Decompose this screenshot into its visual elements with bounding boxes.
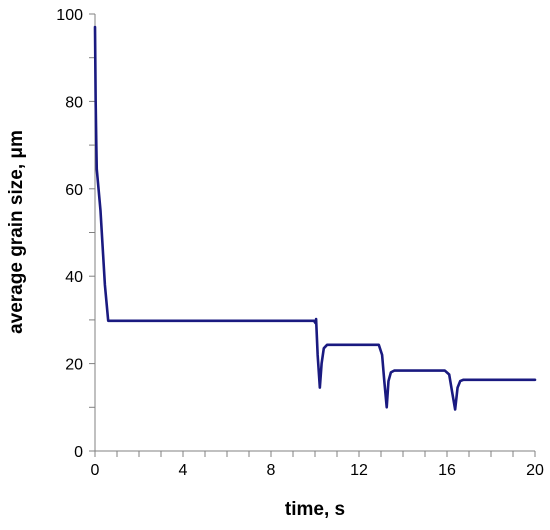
- x-tick-label: 0: [91, 462, 100, 479]
- y-tick-label: 40: [65, 269, 83, 286]
- y-tick-label: 80: [65, 94, 83, 111]
- series-line-1: [93, 25, 537, 411]
- y-tick-label: 0: [74, 444, 83, 461]
- axes: [94, 14, 535, 452]
- x-axis-title: time, s: [285, 499, 345, 520]
- ticks: [89, 13, 536, 457]
- y-axis-title: average grain size, μm: [6, 130, 27, 334]
- y-tick-label: 100: [56, 7, 83, 24]
- tick-labels: 0 20 40 60 80 100 0 4 8 12 16 20: [56, 7, 544, 479]
- y-tick-label: 60: [65, 182, 83, 199]
- x-tick-label: 12: [350, 462, 368, 479]
- x-tick-label: 4: [179, 462, 188, 479]
- series: [93, 25, 537, 411]
- x-tick-label: 8: [267, 462, 276, 479]
- x-tick-label: 16: [438, 462, 456, 479]
- x-tick-label: 20: [526, 462, 544, 479]
- y-tick-label: 20: [65, 357, 83, 374]
